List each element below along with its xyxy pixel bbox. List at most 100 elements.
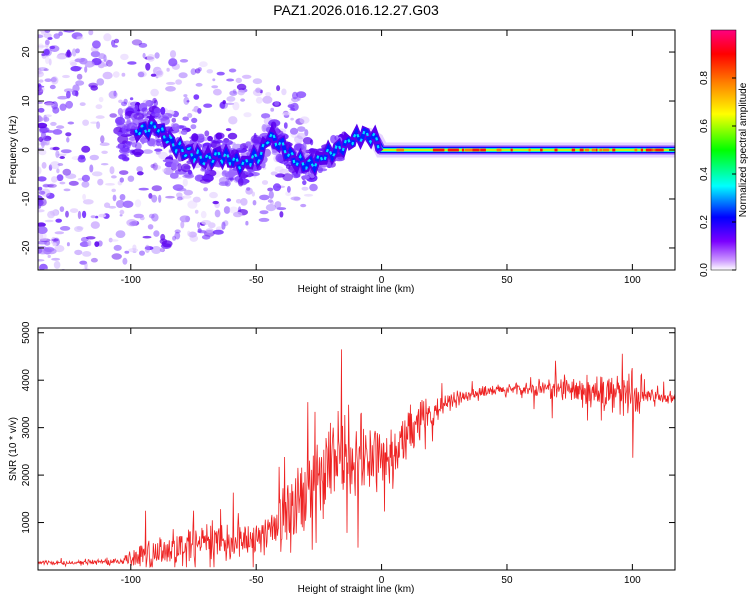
noise-blob — [178, 72, 188, 79]
noise-blob — [50, 77, 57, 83]
noise-blob — [290, 117, 294, 121]
noise-blob — [233, 211, 243, 218]
band-peak — [432, 148, 441, 152]
band-peak — [528, 148, 531, 152]
noise-blob — [206, 69, 214, 74]
noise-blob — [201, 234, 211, 240]
noise-blob — [38, 209, 45, 213]
band-peak — [634, 148, 638, 152]
spectrogram-x-label: Height of straight line (km) — [298, 284, 415, 295]
noise-blob — [56, 54, 67, 60]
signal-blob — [181, 163, 191, 173]
noise-blob — [38, 87, 44, 96]
snr-panel: -100 -50 0 50 100 1000 2000 3000 4000 5000 Heigh… — [8, 321, 676, 595]
y-tick-label: 3000 — [21, 416, 32, 439]
noise-blob — [82, 193, 86, 201]
noise-blob — [118, 99, 123, 104]
band-peak — [579, 148, 584, 152]
noise-blob — [124, 250, 130, 254]
signal-blob — [120, 131, 128, 136]
noise-blob — [133, 213, 144, 219]
x-tick-label: 50 — [501, 275, 513, 286]
noise-blob — [39, 263, 48, 270]
noise-blob — [204, 130, 210, 137]
noise-blob — [192, 196, 201, 203]
noise-blob — [183, 94, 188, 98]
signal-blob — [152, 97, 157, 104]
noise-blob — [66, 90, 71, 99]
band-peak — [540, 148, 543, 152]
noise-blob — [38, 107, 45, 113]
band-peak — [466, 148, 473, 152]
noise-blob — [45, 56, 50, 64]
noise-blob — [109, 166, 115, 175]
signal-blob — [140, 135, 145, 145]
noise-blob — [88, 30, 94, 36]
noise-blob — [212, 78, 216, 82]
noise-blob — [165, 86, 176, 92]
noise-blob — [98, 213, 107, 218]
signal-blob — [171, 162, 177, 170]
noise-blob — [292, 91, 298, 100]
noise-blob — [43, 33, 52, 39]
noise-blob — [75, 80, 85, 86]
noise-blob — [52, 129, 63, 135]
noise-blob — [235, 199, 242, 204]
noise-blob — [137, 71, 145, 78]
noise-blob — [150, 88, 159, 97]
noise-blob — [38, 34, 44, 39]
band-peak — [640, 148, 643, 152]
noise-blob — [90, 257, 98, 263]
signal-blob — [275, 153, 284, 163]
noise-blob — [163, 167, 174, 176]
noise-blob — [53, 33, 61, 39]
signal-blob — [191, 133, 199, 142]
noise-blob — [55, 150, 60, 158]
noise-blob — [262, 95, 273, 104]
noise-blob — [44, 30, 51, 33]
noise-blob — [168, 58, 178, 67]
noise-blob — [52, 242, 57, 247]
noise-blob — [201, 220, 212, 225]
band-yellow — [368, 134, 675, 151]
noise-blob — [134, 199, 142, 208]
noise-blob — [182, 116, 189, 121]
noise-blob — [129, 97, 134, 101]
noise-blob — [91, 171, 103, 177]
noise-blob — [44, 219, 54, 223]
noise-blob — [90, 215, 96, 219]
noise-blob — [65, 173, 77, 179]
noise-blob — [57, 163, 64, 166]
signal-blob — [249, 172, 260, 177]
noise-blob — [41, 140, 45, 149]
band-peak — [396, 148, 404, 152]
noise-blob — [199, 61, 208, 68]
signal-blob — [301, 175, 310, 180]
noise-blob — [96, 121, 101, 129]
band-peak — [496, 148, 502, 152]
noise-blob — [155, 70, 163, 76]
noise-blob — [90, 121, 98, 124]
noise-blob — [209, 191, 218, 199]
noise-blob — [90, 85, 98, 91]
noise-blob — [79, 102, 86, 106]
noise-blob — [187, 230, 191, 237]
noise-blob — [47, 36, 53, 40]
noise-blob — [166, 81, 176, 85]
band-peak — [472, 148, 480, 152]
noise-blob — [111, 175, 117, 179]
noise-blob — [229, 206, 239, 214]
noise-blob — [45, 39, 50, 46]
noise-blob — [151, 213, 159, 222]
noise-blob — [82, 199, 94, 205]
signal-blob — [317, 168, 328, 172]
noise-blob — [71, 90, 79, 96]
noise-blob — [159, 247, 164, 252]
noise-blob — [281, 88, 287, 96]
noise-blob — [166, 67, 170, 72]
noise-blob — [52, 106, 60, 114]
noise-blob — [236, 83, 247, 91]
noise-blob — [63, 88, 74, 93]
noise-blob — [175, 79, 183, 85]
noise-blob — [119, 194, 126, 201]
